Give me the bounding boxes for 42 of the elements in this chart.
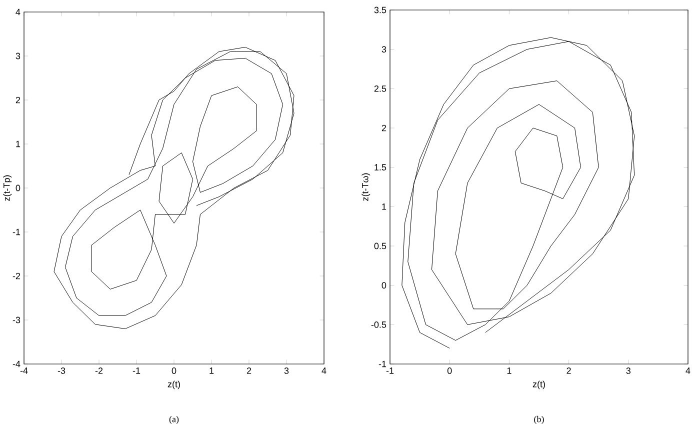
y-tick-label: 1.5	[374, 164, 386, 170]
y-tick-label: 2.5	[374, 85, 386, 92]
y-tick-label: 0.5	[374, 242, 386, 250]
y-tick-label: 3.5	[374, 6, 386, 14]
y-tick-label: 1	[382, 204, 386, 210]
y-tick-label: -4	[12, 360, 20, 368]
line-series	[402, 37, 635, 349]
x-tick-label: 4	[322, 368, 326, 374]
y-axis-title: z(t-Tp)	[3, 175, 12, 201]
x-tick-label: -1	[386, 368, 394, 374]
x-tick-label: -3	[58, 368, 66, 374]
x-tick-label: 1	[210, 368, 214, 374]
x-tick-label: 4	[686, 368, 690, 374]
y-tick-label: 0	[382, 282, 386, 289]
y-tick-label: -2	[12, 272, 20, 280]
text: (b)	[534, 416, 544, 424]
x-tick-label: -1	[132, 368, 140, 374]
y-tick-label: -1	[378, 360, 386, 368]
x-tick-label: 3	[284, 368, 289, 374]
x-axis-title: z(t)	[532, 380, 545, 390]
x-tick-label: 1	[507, 368, 512, 374]
y-tick-label: 3	[382, 46, 386, 53]
text: (a)	[169, 416, 179, 424]
y-tick-label: 2	[16, 96, 20, 104]
y-tick-label: 4	[16, 8, 20, 16]
y-tick-label: -0.5	[371, 321, 386, 328]
y-tick-label: -1	[12, 228, 20, 236]
y-tick-label: 0	[16, 184, 20, 192]
y-tick-label: 1	[16, 140, 20, 148]
line-series	[54, 46, 294, 330]
x-tick-label: 0	[447, 368, 452, 374]
x-axis-title: z(t)	[168, 380, 180, 390]
x-tick-label: 3	[626, 368, 631, 374]
x-tick-label: -2	[95, 368, 103, 374]
x-tick-label: 2	[566, 368, 571, 374]
y-tick-label: 3	[16, 52, 20, 60]
x-tick-label: -4	[20, 368, 28, 374]
y-tick-label: 2	[382, 124, 386, 132]
y-tick-label: -3	[12, 316, 20, 324]
x-tick-label: 2	[246, 368, 252, 374]
y-axis-title: z(t-Tω)	[362, 173, 370, 201]
x-tick-label: 0	[172, 368, 176, 374]
